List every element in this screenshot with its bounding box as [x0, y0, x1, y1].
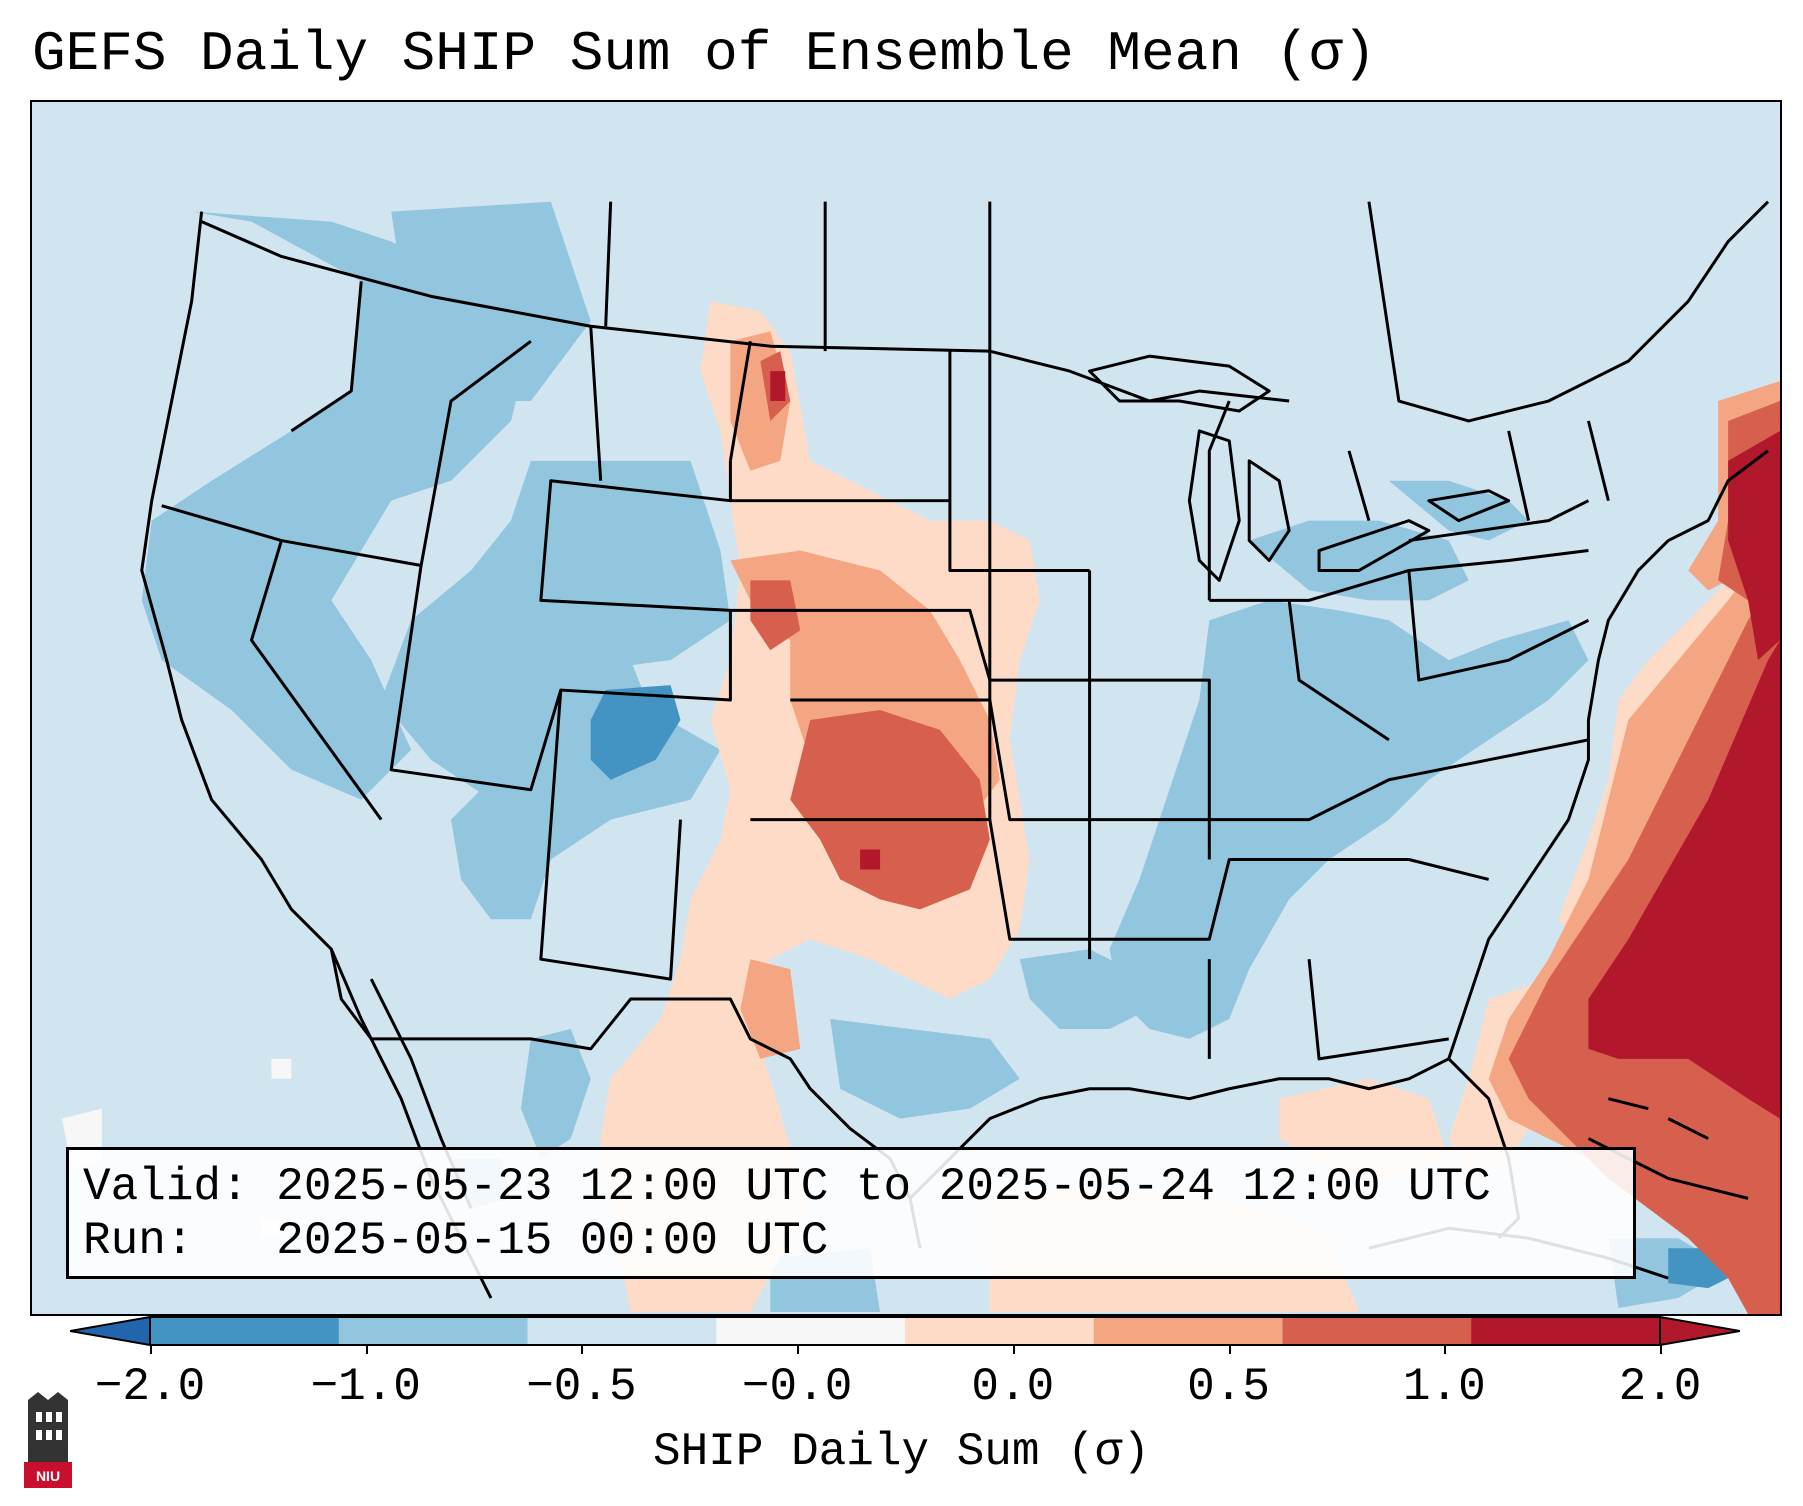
colorbar-segment [1282, 1317, 1472, 1345]
colorbar-segments [70, 1316, 1740, 1346]
logo-text: NIU [36, 1468, 60, 1484]
colorbar-segment [905, 1317, 1095, 1345]
anomaly-extreme-positive [770, 371, 1780, 1119]
valid-run-info-box: Valid: 2025-05-23 12:00 UTC to 2025-05-2… [66, 1147, 1636, 1279]
colorbar-tick [150, 1344, 152, 1354]
map-panel[interactable] [30, 100, 1782, 1316]
colorbar-tick [1012, 1344, 1015, 1354]
colorbar-tick-label: 1.0 [1402, 1361, 1486, 1413]
colorbar-tick [581, 1344, 584, 1354]
run-value: 2025-05-15 00:00 UTC [276, 1215, 829, 1267]
colorbar-segment [1093, 1317, 1283, 1345]
run-row: Run: 2025-05-15 00:00 UTC [83, 1214, 1619, 1268]
colorbar-tick-label: 0.5 [1187, 1361, 1270, 1413]
valid-label: Valid: [83, 1161, 249, 1213]
forecast-map[interactable] [32, 102, 1780, 1314]
colorbar-extend-high [1659, 1316, 1740, 1346]
colorbar-segment [150, 1317, 340, 1345]
colorbar-segment [527, 1317, 717, 1345]
colorbar-segment [1471, 1317, 1661, 1345]
colorbar-extend-low [70, 1316, 151, 1346]
political-boundaries [140, 200, 1770, 1299]
colorbar-tick-label: −1.0 [310, 1361, 421, 1413]
colorbar-segment [716, 1317, 906, 1345]
run-label: Run: [83, 1215, 194, 1267]
colorbar-border [149, 1316, 1661, 1346]
colorbar-tick-label: 2.0 [1618, 1361, 1702, 1413]
colorbar-tick [1228, 1344, 1231, 1354]
page-title: GEFS Daily SHIP Sum of Ensemble Mean (σ) [32, 22, 1377, 86]
valid-value: 2025-05-23 12:00 UTC to 2025-05-24 12:00… [276, 1161, 1491, 1213]
colorbar-tick-label: −0.0 [741, 1361, 853, 1413]
colorbar-title: SHIP Daily Sum (σ) [653, 1426, 1150, 1478]
colorbar-tick-label: −0.5 [526, 1361, 637, 1413]
valid-row: Valid: 2025-05-23 12:00 UTC to 2025-05-2… [83, 1160, 1619, 1214]
colorbar-tick-label: −2.0 [94, 1361, 206, 1413]
colorbar [70, 1316, 1740, 1346]
colorbar-tick [1660, 1344, 1662, 1354]
colorbar-tick [1444, 1344, 1447, 1354]
colorbar-tick-label: 0.0 [971, 1361, 1055, 1413]
colorbar-tick [797, 1344, 800, 1354]
colorbar-tick [365, 1344, 368, 1354]
niu-logo-icon: NIU [24, 1392, 72, 1488]
colorbar-segment [338, 1317, 528, 1345]
